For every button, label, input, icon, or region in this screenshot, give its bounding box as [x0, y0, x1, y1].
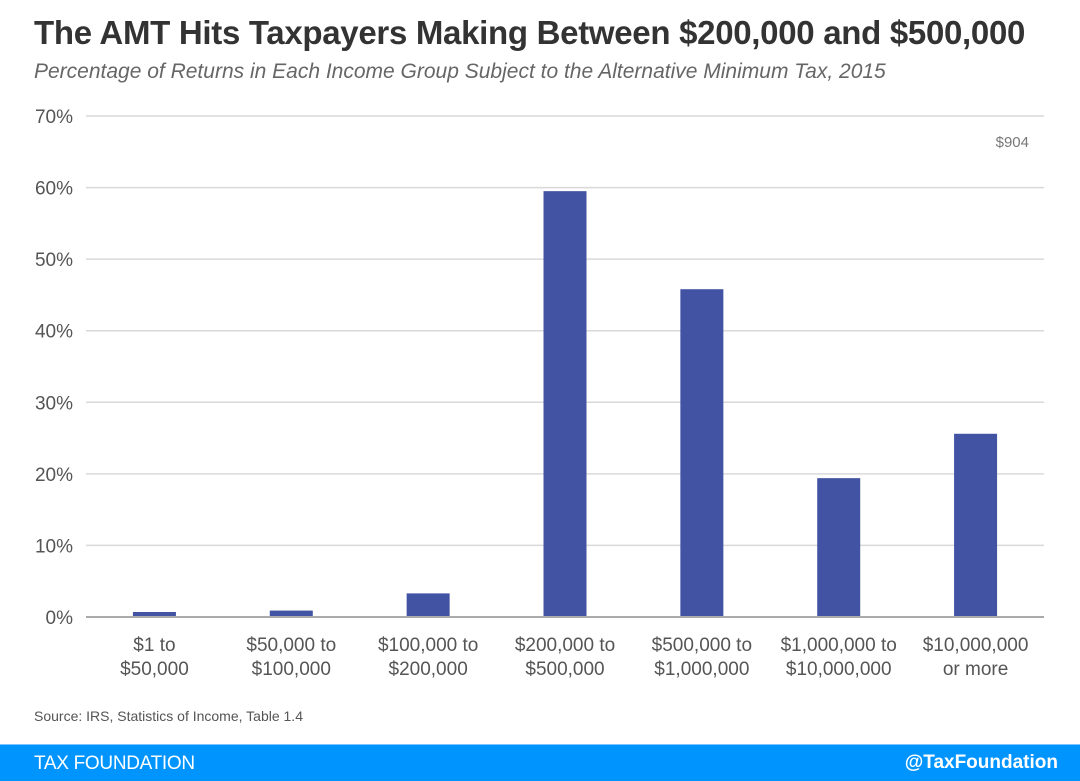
x-category-label-line: $100,000 to [378, 635, 478, 656]
x-category-label: $200,000 to $500,000 [515, 635, 615, 680]
y-tick-label: 0% [46, 608, 74, 629]
bar [543, 191, 587, 617]
x-category-label: $100,000 to $200,000 [378, 635, 478, 680]
chart-title: The AMT Hits Taxpayers Making Between $2… [34, 14, 1026, 51]
brand-logo-text: TAX FOUNDATION [34, 753, 195, 774]
bar [954, 433, 998, 617]
x-category-label-line: $200,000 to [515, 635, 615, 656]
y-tick-label: 60% [35, 179, 73, 200]
y-tick-label: 70% [35, 107, 73, 128]
x-category-label: $50,000 to $100,000 [246, 635, 336, 680]
footer-bar: TAX FOUNDATION @TaxFoundation [0, 744, 1080, 781]
bar [406, 593, 450, 617]
x-category-label-line: $10,000,000 [923, 635, 1029, 656]
x-category-label-line: $1,000,000 [654, 659, 749, 680]
bar [132, 611, 176, 617]
y-tick-label: 40% [35, 322, 73, 343]
x-category-label-line: $50,000 [120, 659, 189, 680]
y-tick-label: 30% [35, 393, 73, 414]
x-category-label-line: $500,000 to [652, 635, 752, 656]
twitter-handle[interactable]: @TaxFoundation [904, 752, 1058, 773]
x-category-label-line: $1,000,000 to [781, 635, 897, 656]
y-tick-label: 50% [35, 250, 73, 271]
x-category-label-line: $1 to [133, 635, 175, 656]
y-axis-ticks: 0% 10% 20% 30% 40% 50% 60% 70% [35, 107, 73, 629]
x-axis-categories: $1 to $50,000 $50,000 to $100,000 $100,000 t… [120, 635, 1028, 680]
bars [132, 191, 998, 617]
annotation-label: $904 [996, 134, 1029, 151]
x-category-label: $10,000,000 or more [923, 635, 1029, 680]
bar [269, 610, 313, 617]
x-category-label-line: or more [943, 659, 1008, 680]
x-category-label-line: $500,000 [525, 659, 604, 680]
x-category-label: $1,000,000 to $10,000,000 [781, 635, 897, 680]
y-tick-label: 10% [35, 536, 73, 557]
bar [680, 289, 724, 617]
x-category-label-line: $50,000 to [246, 635, 336, 656]
x-category-label: $500,000 to $1,000,000 [652, 635, 752, 680]
y-tick-label: 20% [35, 465, 73, 486]
x-category-label-line: $10,000,000 [786, 659, 892, 680]
bar [817, 478, 861, 617]
x-category-label-line: $200,000 [389, 659, 468, 680]
chart-subtitle: Percentage of Returns in Each Income Gro… [34, 60, 886, 83]
source-note: Source: IRS, Statistics of Income, Table… [34, 708, 303, 724]
bar-chart: 0% 10% 20% 30% 40% 50% 60% 70% $1 to $50,000 $50,… [35, 107, 1044, 680]
x-category-label: $1 to $50,000 [120, 635, 189, 680]
x-category-label-line: $100,000 [252, 659, 331, 680]
